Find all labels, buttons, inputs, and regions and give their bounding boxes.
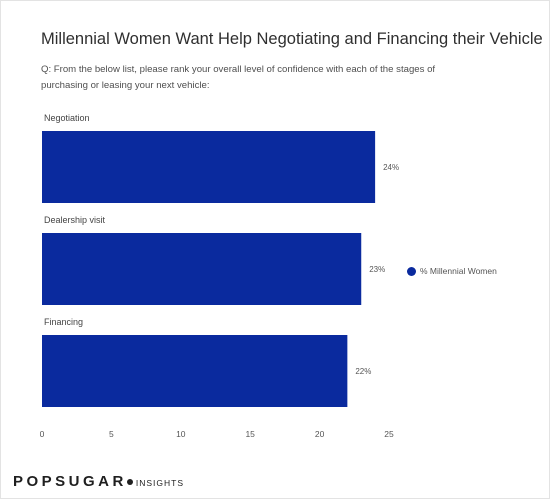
x-tick-label: 10 <box>176 429 186 439</box>
bar <box>42 335 348 407</box>
data-label: 22% <box>355 367 371 376</box>
legend: % Millennial Women <box>407 266 497 276</box>
chart-title: Millennial Women Want Help Negotiating a… <box>41 30 543 48</box>
x-tick-label: 25 <box>384 429 394 439</box>
brand-name: POPSUGAR <box>13 473 127 490</box>
x-tick-label: 20 <box>315 429 325 439</box>
category-label: Financing <box>44 317 83 327</box>
category-label: Negotiation <box>44 113 90 123</box>
x-tick-label: 0 <box>40 429 45 439</box>
brand-logo: POPSUGAR INSIGHTS <box>13 473 184 490</box>
legend-swatch <box>407 266 416 276</box>
x-tick-label: 5 <box>109 429 114 439</box>
x-tick-label: 15 <box>245 429 255 439</box>
legend-label: % Millennial Women <box>420 266 497 276</box>
bar <box>42 233 362 305</box>
brand-sub: INSIGHTS <box>135 478 185 488</box>
chart-subtitle: Q: From the below list, please rank your… <box>41 64 436 91</box>
bar <box>42 131 376 203</box>
category-label: Dealership visit <box>44 215 106 225</box>
data-label: 23% <box>369 265 385 274</box>
brand-dot-icon <box>126 479 133 485</box>
data-label: 24% <box>383 163 399 172</box>
